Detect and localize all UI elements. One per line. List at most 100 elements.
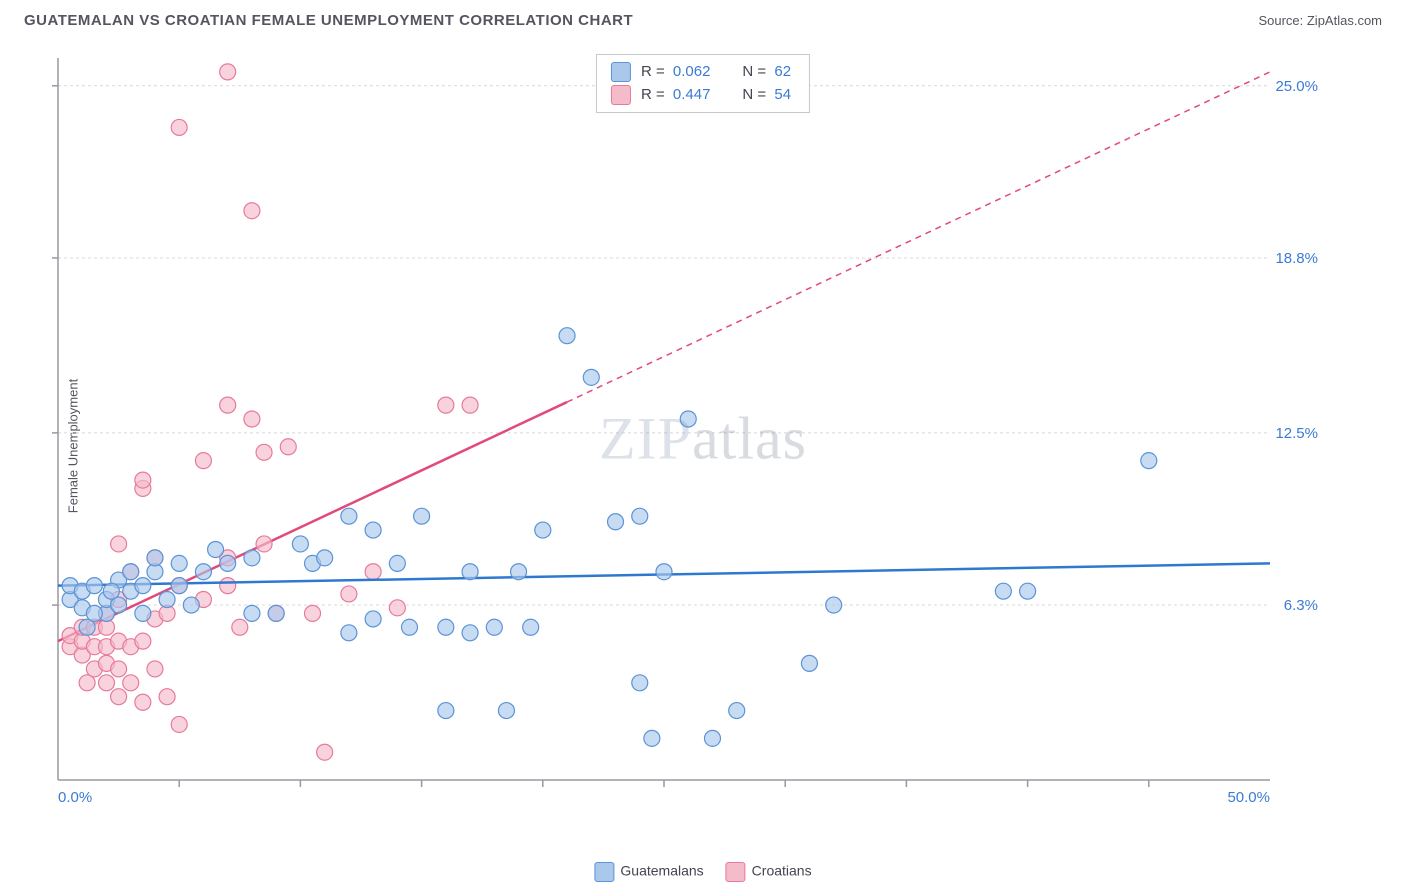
data-point <box>389 600 405 616</box>
data-point <box>135 633 151 649</box>
data-point <box>401 619 417 635</box>
data-point <box>462 564 478 580</box>
data-point <box>583 369 599 385</box>
legend-swatch-icon <box>611 85 631 105</box>
data-point <box>86 578 102 594</box>
stat-r-label: R = 0.062 <box>641 61 714 84</box>
data-point <box>256 444 272 460</box>
legend-label: Croatians <box>752 863 812 879</box>
data-point <box>135 694 151 710</box>
data-point <box>656 564 672 580</box>
stat-n-label: N = 54 <box>742 84 795 107</box>
data-point <box>244 411 260 427</box>
data-point <box>135 578 151 594</box>
scatter-plot-svg: 6.3% 12.5% 18.8% 25.0% 0.0% 50.0% <box>50 50 1340 810</box>
data-point <box>147 550 163 566</box>
y-tick-label: 12.5% <box>1275 425 1318 442</box>
data-point <box>438 619 454 635</box>
data-point <box>341 586 357 602</box>
data-point <box>826 597 842 613</box>
data-point <box>171 555 187 571</box>
data-point <box>1020 583 1036 599</box>
data-point <box>147 661 163 677</box>
data-point <box>498 703 514 719</box>
data-point <box>365 564 381 580</box>
data-point <box>111 536 127 552</box>
data-point <box>486 619 502 635</box>
stat-n-label: N = 62 <box>742 61 795 84</box>
data-point <box>256 536 272 552</box>
data-point <box>171 716 187 732</box>
data-point <box>632 675 648 691</box>
y-tick-label: 18.8% <box>1275 250 1318 267</box>
data-point <box>365 611 381 627</box>
series-legend: Guatemalans Croatians <box>594 862 811 882</box>
data-point <box>280 439 296 455</box>
y-tick-label: 6.3% <box>1284 597 1318 614</box>
legend-label: Guatemalans <box>620 863 703 879</box>
data-point <box>389 555 405 571</box>
data-point <box>801 655 817 671</box>
data-point <box>995 583 1011 599</box>
data-point <box>159 592 175 608</box>
stats-legend-box: R = 0.062 N = 62 R = 0.447 N = 54 <box>596 54 810 113</box>
data-point <box>232 619 248 635</box>
legend-swatch-icon <box>611 62 631 82</box>
data-point <box>341 508 357 524</box>
data-point <box>511 564 527 580</box>
data-point <box>292 536 308 552</box>
legend-swatch-icon <box>726 862 746 882</box>
legend-item: Croatians <box>726 862 812 882</box>
data-point <box>244 203 260 219</box>
data-point <box>317 550 333 566</box>
data-point <box>195 564 211 580</box>
trend-line-extrapolated <box>567 72 1270 402</box>
data-point <box>171 578 187 594</box>
data-point <box>680 411 696 427</box>
stat-r-label: R = 0.447 <box>641 84 714 107</box>
data-point <box>183 597 199 613</box>
stat-r-value: 0.062 <box>673 63 711 80</box>
data-point <box>244 550 260 566</box>
data-point <box>244 605 260 621</box>
data-point <box>220 578 236 594</box>
chart-title: GUATEMALAN VS CROATIAN FEMALE UNEMPLOYME… <box>24 12 633 29</box>
data-point <box>123 564 139 580</box>
data-point <box>608 514 624 530</box>
x-min-label: 0.0% <box>58 789 92 806</box>
chart-canvas: 6.3% 12.5% 18.8% 25.0% 0.0% 50.0% <box>50 50 1380 820</box>
source-attribution: Source: ZipAtlas.com <box>1258 13 1382 28</box>
data-point <box>111 689 127 705</box>
data-point <box>414 508 430 524</box>
data-point <box>462 397 478 413</box>
data-point <box>1141 453 1157 469</box>
data-point <box>123 675 139 691</box>
legend-swatch-icon <box>594 862 614 882</box>
data-point <box>86 605 102 621</box>
data-point <box>305 605 321 621</box>
stat-r-value: 0.447 <box>673 86 711 103</box>
data-point <box>438 703 454 719</box>
data-point <box>220 397 236 413</box>
data-point <box>729 703 745 719</box>
stats-row: R = 0.447 N = 54 <box>611 84 795 107</box>
data-point <box>195 453 211 469</box>
data-point <box>171 119 187 135</box>
data-point <box>103 583 119 599</box>
data-point <box>111 661 127 677</box>
data-point <box>208 542 224 558</box>
stats-row: R = 0.062 N = 62 <box>611 61 795 84</box>
x-max-label: 50.0% <box>1227 789 1270 806</box>
data-point <box>268 605 284 621</box>
data-point <box>523 619 539 635</box>
data-point <box>135 605 151 621</box>
data-point <box>135 472 151 488</box>
y-tick-label: 25.0% <box>1275 78 1318 95</box>
data-point <box>220 64 236 80</box>
data-point <box>462 625 478 641</box>
data-point <box>632 508 648 524</box>
data-point <box>438 397 454 413</box>
data-point <box>220 555 236 571</box>
data-point <box>365 522 381 538</box>
data-point <box>559 328 575 344</box>
